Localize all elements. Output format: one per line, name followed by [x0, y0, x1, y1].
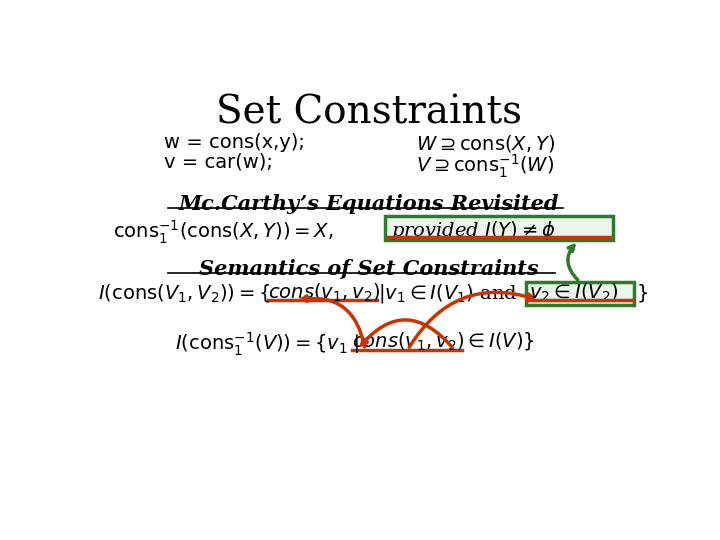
- Text: $\mathrm{cons}_1^{-1}(\mathrm{cons}(X,Y)) = X,$: $\mathrm{cons}_1^{-1}(\mathrm{cons}(X,Y)…: [113, 219, 333, 246]
- Text: provided $I(Y) \neq \phi$: provided $I(Y) \neq \phi$: [391, 219, 555, 242]
- Text: $I(\mathrm{cons}(V_1,V_2)) = \{$: $I(\mathrm{cons}(V_1,V_2)) = \{$: [98, 282, 270, 304]
- Text: $v_2 \in I(V_2)$: $v_2 \in I(V_2)$: [529, 282, 618, 304]
- Bar: [526, 282, 634, 305]
- Text: $\in I(V)\}$: $\in I(V)\}$: [464, 330, 534, 353]
- Text: $\mathit{cons}(v_1,v_2)$: $\mathit{cons}(v_1,v_2)$: [352, 330, 464, 353]
- Text: $\}$: $\}$: [636, 282, 647, 304]
- Text: v = car(w);: v = car(w);: [163, 153, 272, 172]
- Text: w = cons(x,y);: w = cons(x,y);: [163, 132, 305, 152]
- Bar: [384, 215, 613, 240]
- Text: $V \supseteq \mathrm{cons}_1^{-1}(W)$: $V \supseteq \mathrm{cons}_1^{-1}(W)$: [415, 153, 554, 180]
- Text: $I(\mathrm{cons}_1^{-1}(V)) = \{v_1 \mid$: $I(\mathrm{cons}_1^{-1}(V)) = \{v_1 \mid…: [175, 330, 359, 358]
- Text: $W \supseteq \mathrm{cons}(X,Y)$: $W \supseteq \mathrm{cons}(X,Y)$: [415, 132, 554, 153]
- Text: $| v_1 \in I(V_1)$ and: $| v_1 \in I(V_1)$ and: [378, 282, 518, 305]
- Text: Semantics of Set Constraints: Semantics of Set Constraints: [199, 259, 539, 279]
- Text: Set Constraints: Set Constraints: [216, 94, 522, 131]
- Text: $\mathit{cons}(v_1,v_2)$: $\mathit{cons}(v_1,v_2)$: [269, 282, 381, 304]
- Text: Mc.Carthy’s Equations Revisited: Mc.Carthy’s Equations Revisited: [179, 194, 559, 214]
